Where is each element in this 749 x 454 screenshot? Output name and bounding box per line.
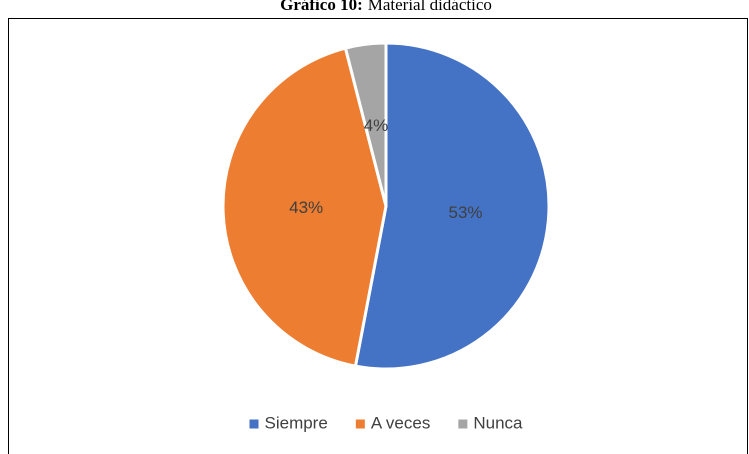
legend-swatch bbox=[249, 419, 259, 429]
pie-slice bbox=[353, 41, 551, 371]
title-prefix: Gráfico 10: bbox=[280, 0, 363, 14]
data-label: 53% bbox=[448, 203, 482, 222]
data-label: 4% bbox=[364, 116, 389, 135]
legend-label: Siempre bbox=[265, 413, 328, 432]
pie-slice bbox=[221, 46, 388, 368]
pie-slice bbox=[343, 41, 388, 207]
data-label: 43% bbox=[289, 198, 323, 217]
legend-label: Nunca bbox=[473, 413, 523, 432]
legend-label: A veces bbox=[371, 413, 431, 432]
legend-swatch bbox=[355, 419, 365, 429]
chart-title: Gráfico 10: Material didáctico bbox=[280, 0, 492, 14]
title-text: Material didáctico bbox=[368, 0, 492, 14]
legend-swatch bbox=[458, 419, 468, 429]
